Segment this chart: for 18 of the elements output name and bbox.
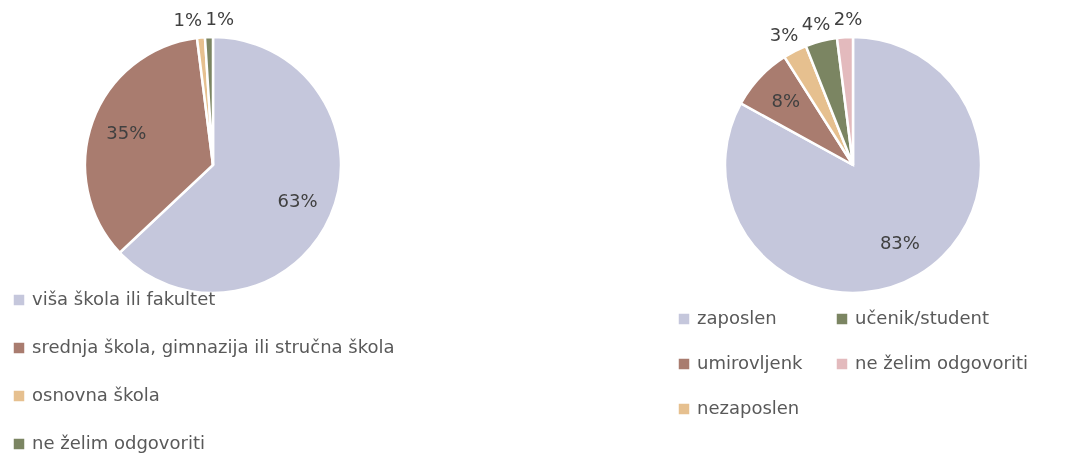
data-label: 2%: [833, 8, 863, 30]
legend-label: nezaposlen: [697, 397, 800, 418]
legend-label: umirovljenk: [697, 352, 804, 373]
legend-label: osnovna škola: [32, 384, 160, 405]
data-label: 1%: [205, 8, 235, 30]
data-label: 83%: [879, 232, 920, 254]
legend-label: srednja škola, gimnazija ili stručna škola: [32, 336, 395, 357]
legend-label: ne želim odgovoriti: [32, 432, 205, 453]
legend-label: učenik/student: [855, 307, 990, 328]
legend-label: ne želim odgovoriti: [855, 352, 1028, 373]
legend-label: zaposlen: [697, 307, 777, 328]
legend-label: viša škola ili fakultet: [32, 288, 216, 309]
data-label: 4%: [801, 12, 831, 34]
data-label: 35%: [106, 121, 147, 143]
data-label: 3%: [769, 23, 799, 45]
data-label: 8%: [771, 89, 801, 111]
data-label: 1%: [173, 8, 203, 30]
data-label: 63%: [277, 189, 318, 211]
